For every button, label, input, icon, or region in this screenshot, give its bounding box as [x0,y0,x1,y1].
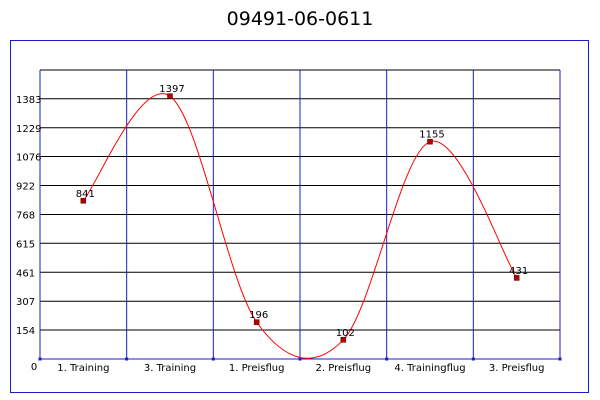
x-axis-tick [471,357,475,361]
y-tick-label: 922 [16,182,35,193]
data-label: 1397 [159,84,184,95]
x-tick-label: 1. Preisflug [229,363,285,374]
data-label: 431 [509,266,528,277]
data-point [513,275,520,281]
y-tick-label: 0 [31,362,37,373]
y-tick-label: 615 [16,239,35,250]
x-tick-label: 4. Trainingflug [394,363,465,374]
data-point [340,337,347,343]
chart-frame [10,40,589,393]
x-axis-tick [38,357,42,361]
x-tick-label: 3. Training [144,363,196,374]
data-point [253,319,260,325]
data-point [80,198,87,204]
x-tick-label: 1. Training [57,363,109,374]
y-tick-label: 307 [16,297,35,308]
y-tick-label: 461 [16,268,35,279]
chart-title: 09491-06-0611 [226,8,374,30]
y-tick-label: 768 [16,211,35,222]
y-tick-label: 1229 [16,124,41,135]
data-label: 841 [76,189,95,200]
x-axis-tick [558,357,562,361]
x-axis-tick [125,357,129,361]
x-axis-tick [298,357,302,361]
y-tick-label: 1076 [16,153,41,164]
data-point [427,138,433,145]
x-tick-label: 2. Preisflug [316,363,372,374]
y-tick-label: 1383 [16,95,41,106]
data-point [167,93,173,99]
x-axis-tick [385,357,389,361]
data-label: 102 [336,328,355,339]
x-tick-label: 3. Preisflug [489,363,545,374]
data-label: 1155 [419,130,444,141]
data-label: 196 [249,310,268,321]
y-tick-label: 154 [16,326,35,337]
x-axis-tick [211,357,215,361]
series-line [82,93,518,359]
